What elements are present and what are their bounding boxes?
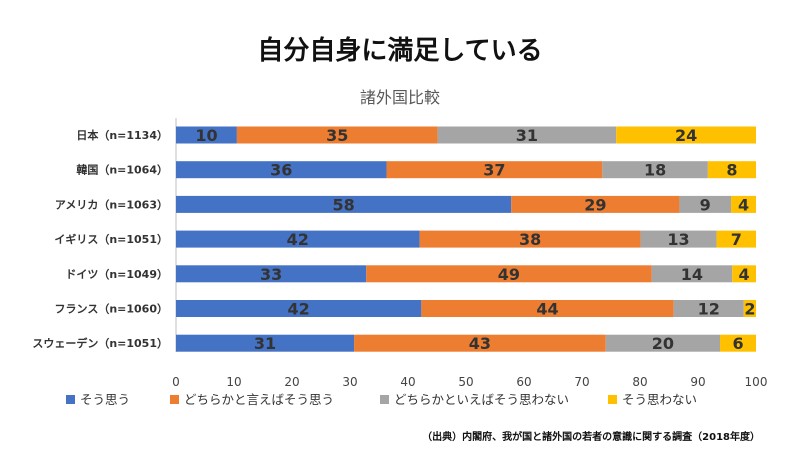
bar-segment xyxy=(176,126,237,144)
bar-segment xyxy=(511,195,680,213)
data-label: 13 xyxy=(667,230,689,249)
data-label: 43 xyxy=(469,334,491,353)
bar-segment xyxy=(616,126,756,144)
data-label: 29 xyxy=(584,195,606,214)
data-label: 42 xyxy=(287,230,309,249)
data-label: 7 xyxy=(731,230,742,249)
data-label: 6 xyxy=(732,334,743,353)
data-label: 35 xyxy=(326,126,348,145)
bar-segment xyxy=(716,230,756,248)
bar-segment xyxy=(743,300,756,317)
legend-label: どちらかといえばそう思わない xyxy=(394,392,569,407)
x-tick-label: 30 xyxy=(342,375,357,389)
bar-segment xyxy=(176,195,512,213)
data-label: 12 xyxy=(698,300,720,319)
bar-segment xyxy=(673,300,744,317)
data-label: 58 xyxy=(332,195,354,214)
bar-segment xyxy=(707,161,756,179)
data-label: 24 xyxy=(675,126,697,145)
category-label: 韓国（n=1064） xyxy=(76,163,168,177)
data-label: 38 xyxy=(519,230,541,249)
x-tick-label: 90 xyxy=(690,375,705,389)
bar-segment xyxy=(176,265,367,283)
data-label: 37 xyxy=(483,161,505,180)
data-label: 9 xyxy=(700,195,711,214)
bar-segment xyxy=(386,161,603,179)
x-tick-label: 60 xyxy=(516,375,531,389)
bar-segment xyxy=(679,195,732,213)
x-tick-label: 20 xyxy=(284,375,299,389)
chart-subtitle: 諸外国比較 xyxy=(359,88,440,107)
bar-segment xyxy=(602,161,708,179)
x-tick-label: 70 xyxy=(574,375,589,389)
data-label: 8 xyxy=(726,161,737,180)
data-label: 36 xyxy=(270,161,292,180)
bar-segment xyxy=(437,126,617,144)
bar-segment xyxy=(731,195,756,213)
bar-segment xyxy=(720,334,756,352)
data-label: 42 xyxy=(288,300,310,319)
bar-segment xyxy=(651,265,733,283)
data-label: 20 xyxy=(652,334,674,353)
source-note: （出典）内閣府、我が国と諸外国の若者の意識に関する調査（2018年度） xyxy=(422,432,760,443)
bar-segment xyxy=(421,300,674,317)
bar-segment xyxy=(354,334,606,352)
legend-swatch xyxy=(608,395,617,404)
bar-segment xyxy=(640,230,717,248)
chart-title: 自分自身に満足している xyxy=(257,36,543,66)
category-label: アメリカ（n=1063） xyxy=(55,198,168,211)
x-tick-label: 50 xyxy=(458,375,473,389)
bar-segment xyxy=(419,230,641,248)
bar-segment xyxy=(236,126,438,144)
category-label: フランス（n=1060） xyxy=(55,303,168,316)
category-label: ドイツ（n=1049） xyxy=(65,268,168,281)
legend-label: そう思わない xyxy=(622,392,697,407)
data-label: 4 xyxy=(739,265,750,284)
category-label: 日本（n=1134） xyxy=(76,128,168,142)
legend-label: そう思う xyxy=(80,392,130,407)
bar-segment xyxy=(176,230,420,248)
data-label: 14 xyxy=(681,265,703,284)
legend-label: どちらかと言えばそう思う xyxy=(184,392,334,407)
legend-swatch xyxy=(66,395,75,404)
data-label: 18 xyxy=(644,161,666,180)
bar-segment xyxy=(366,265,652,283)
bar-segment xyxy=(176,300,422,317)
bar-segment xyxy=(176,334,355,352)
data-label: 2 xyxy=(744,300,755,319)
bar-segment xyxy=(176,161,387,179)
x-tick-label: 100 xyxy=(745,375,768,389)
x-tick-label: 10 xyxy=(226,375,241,389)
data-label: 49 xyxy=(498,265,520,284)
category-label: イギリス（n=1051） xyxy=(54,232,168,246)
data-label: 31 xyxy=(254,334,276,353)
data-label: 33 xyxy=(260,265,282,284)
x-tick-label: 40 xyxy=(400,375,415,389)
data-label: 44 xyxy=(536,300,558,319)
category-label: スウェーデン（n=1051） xyxy=(32,336,168,350)
data-label: 31 xyxy=(516,126,538,145)
bar-segment xyxy=(732,265,756,283)
data-label: 10 xyxy=(195,126,217,145)
x-tick-label: 0 xyxy=(172,375,180,389)
bar-segment xyxy=(605,334,721,352)
legend-swatch xyxy=(170,395,179,404)
data-label: 4 xyxy=(738,195,749,214)
x-tick-label: 80 xyxy=(632,375,647,389)
legend-swatch xyxy=(380,395,389,404)
